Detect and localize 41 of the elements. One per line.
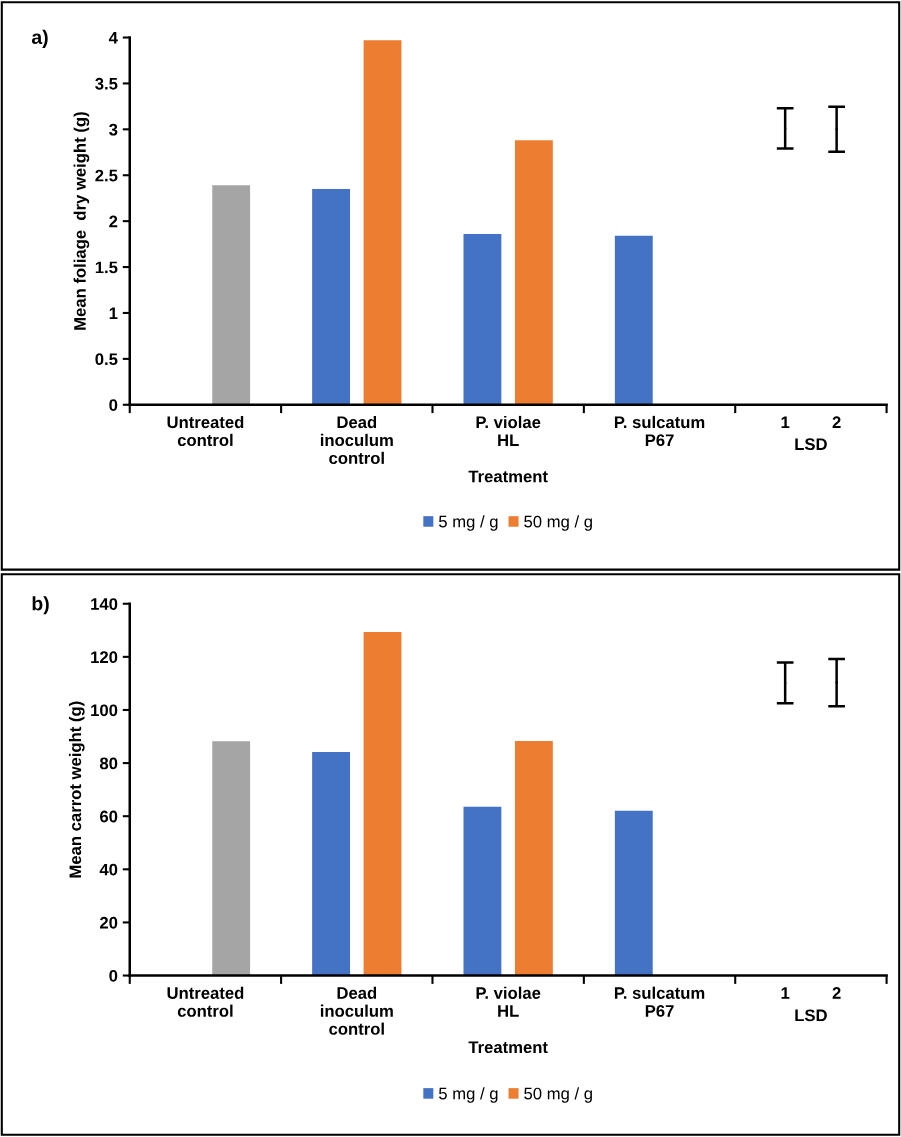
y-axis-title: Mean foliage dry weight (g) bbox=[73, 112, 90, 330]
x-tick-label: 1 bbox=[781, 416, 790, 428]
y-tick-label: 120 bbox=[91, 651, 118, 664]
y-tick-label: 3.5 bbox=[95, 77, 118, 90]
y-tick-label: 2.5 bbox=[95, 169, 118, 182]
legend-label: 50 mg / g bbox=[524, 1087, 592, 1103]
x-tick-label: 2 bbox=[832, 987, 841, 999]
chart-title: a) bbox=[31, 29, 48, 48]
legend-label: 5 mg / g bbox=[438, 1087, 498, 1103]
x-tick-label: Untreated control bbox=[167, 415, 244, 447]
y-tick-label: 0 bbox=[109, 969, 118, 982]
y-tick-label: 0.5 bbox=[95, 353, 118, 366]
x-tick-label: Dead inoculum control bbox=[320, 415, 393, 465]
x-axis-title: Treatment bbox=[468, 470, 548, 483]
y-tick-label: 40 bbox=[99, 863, 118, 876]
y-tick-label: 20 bbox=[99, 916, 118, 929]
chart-title: b) bbox=[32, 596, 49, 615]
legend-label: 50 mg / g bbox=[524, 515, 592, 531]
y-tick-label: 2 bbox=[109, 215, 118, 228]
x-tick-label: P. violae HL bbox=[476, 415, 541, 446]
y-axis-title: Mean carrot weight (g) bbox=[68, 701, 85, 878]
x-tick-label: Untreated control bbox=[167, 986, 244, 1017]
x-tick-label: P. violae HL bbox=[476, 986, 541, 1017]
x-tick-label: 2 bbox=[832, 416, 841, 428]
y-tick-label: 80 bbox=[99, 757, 118, 770]
y-tick-label: 4 bbox=[108, 32, 118, 44]
x-tick-label: P. sulcatum P67 bbox=[614, 415, 705, 447]
y-tick-label: 140 bbox=[91, 598, 118, 610]
y-tick-label: 1.5 bbox=[95, 261, 118, 274]
y-tick-label: 60 bbox=[100, 810, 118, 823]
y-tick-label: 1 bbox=[109, 307, 118, 319]
x-tick-label: P. sulcatum P67 bbox=[614, 986, 705, 1017]
y-tick-label: 3 bbox=[109, 123, 118, 136]
text: LSD bbox=[795, 1009, 827, 1022]
x-tick-label: Dead inoculum control bbox=[320, 986, 393, 1035]
x-axis-title: Treatment bbox=[468, 1041, 548, 1054]
text: LSD bbox=[795, 438, 827, 451]
legend-label: 5 mg / g bbox=[438, 515, 498, 531]
y-tick-label: 0 bbox=[109, 399, 118, 411]
y-tick-label: 100 bbox=[91, 704, 118, 717]
x-tick-label: 1 bbox=[781, 987, 790, 999]
